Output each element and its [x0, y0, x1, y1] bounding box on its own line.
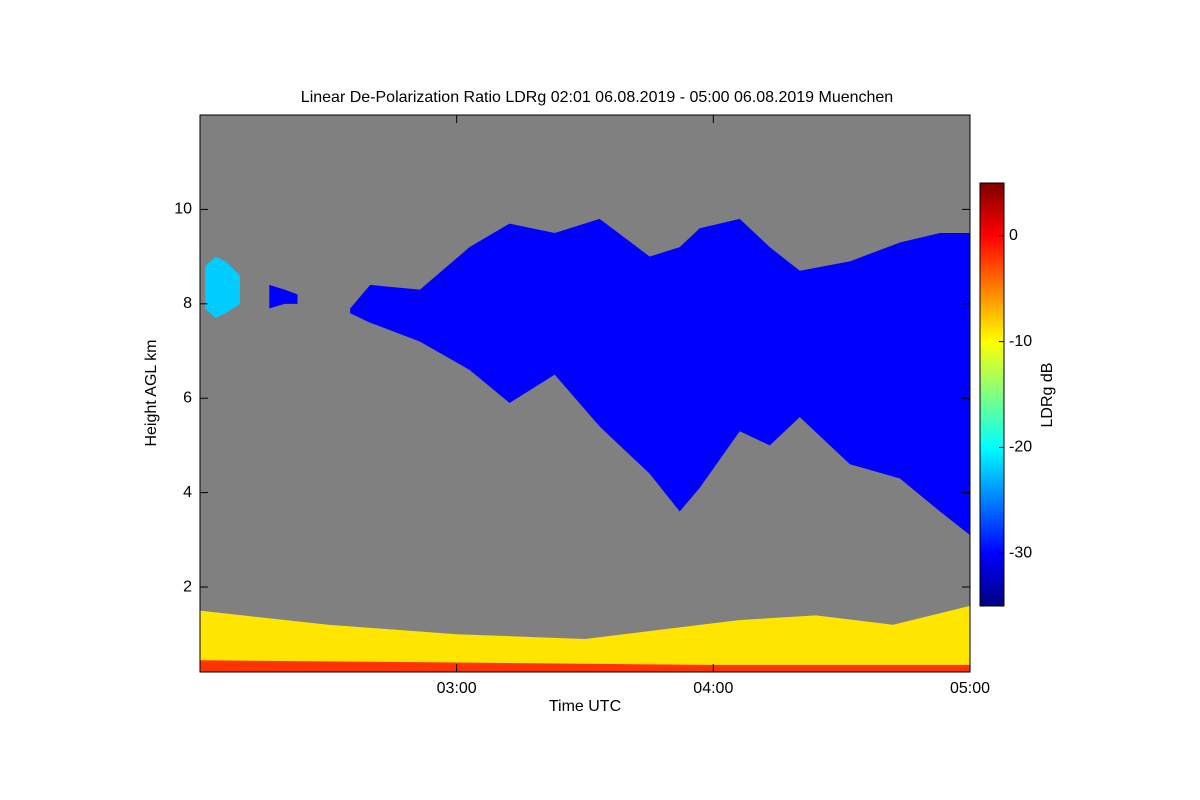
y-tick-label: 2	[183, 578, 192, 595]
colorbar-tick-label: 0	[1009, 227, 1018, 244]
x-tick-label: 03:00	[437, 680, 477, 697]
chart-title: Linear De-Polarization Ratio LDRg 02:01 …	[301, 89, 893, 106]
colorbar-tick-label: -30	[1009, 544, 1032, 561]
x-tick-label: 04:00	[693, 680, 733, 697]
colorbar-tick-label: -10	[1009, 333, 1032, 350]
echo-region	[200, 660, 970, 672]
colorbar	[979, 182, 1005, 607]
y-tick-label: 4	[183, 484, 192, 501]
x-axis-label: Time UTC	[549, 698, 621, 715]
echo-region	[205, 256, 241, 318]
colorbar-tick-label: -20	[1009, 439, 1032, 456]
y-tick-label: 10	[174, 201, 192, 218]
echo-region	[269, 284, 298, 309]
y-tick-label: 8	[183, 295, 192, 312]
x-tick-label: 05:00	[950, 680, 990, 697]
echo-region	[200, 605, 970, 672]
plot-frame	[199, 114, 971, 673]
y-axis-label: Height AGL km	[143, 339, 160, 446]
colorbar-label: LDRg dB	[1039, 363, 1056, 428]
echo-region	[350, 218, 970, 536]
y-tick-label: 6	[183, 389, 192, 406]
